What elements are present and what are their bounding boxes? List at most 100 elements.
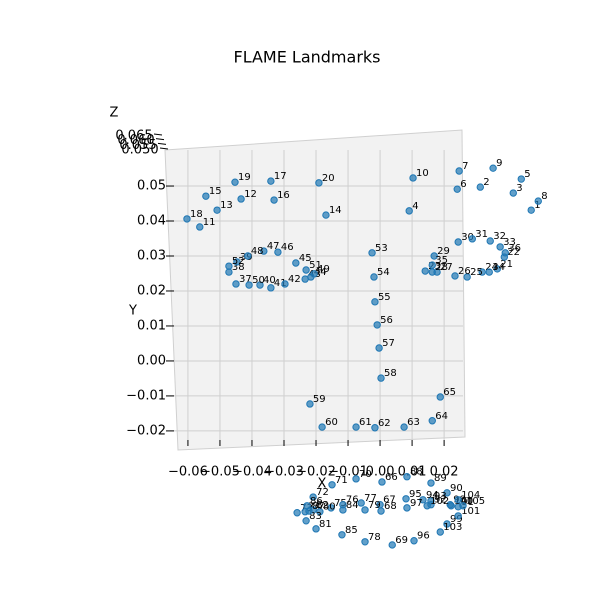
point-label: 20 [322, 173, 335, 184]
y-tick-label: 0.03 [137, 248, 166, 263]
point [371, 424, 379, 432]
point [292, 259, 300, 267]
point [281, 280, 289, 288]
point [183, 215, 191, 223]
point [371, 298, 379, 306]
point [274, 248, 282, 256]
point [231, 178, 239, 186]
z-tick [159, 147, 169, 150]
point-label: 19 [238, 172, 251, 183]
point-label: 102 [430, 496, 449, 507]
point [534, 197, 542, 205]
point [459, 502, 467, 510]
point [237, 195, 245, 203]
point [403, 504, 411, 512]
point [302, 266, 310, 274]
point [378, 478, 386, 486]
point [493, 265, 501, 273]
point [403, 473, 411, 481]
point [328, 481, 336, 489]
point [410, 537, 418, 545]
point [468, 235, 476, 243]
point [454, 496, 462, 504]
point-label: 31 [475, 229, 488, 240]
y-tick-label: −0.01 [126, 388, 166, 403]
point [327, 504, 335, 512]
z-tick-label: 0.065 [115, 129, 152, 144]
point [454, 238, 462, 246]
point [478, 268, 486, 276]
point-label: 50 [252, 275, 265, 286]
point-label: 33 [503, 237, 516, 248]
point-label: 9 [496, 158, 502, 169]
point-label: 53 [375, 243, 388, 254]
point [428, 268, 436, 276]
point [427, 479, 435, 487]
point [312, 525, 320, 533]
point-label: 79 [368, 500, 381, 511]
point-label: 55 [378, 292, 391, 303]
x-tick-label: −0.05 [200, 465, 240, 480]
point-label: 81 [319, 519, 332, 530]
point [244, 252, 252, 260]
point-label: 60 [325, 417, 338, 428]
point [293, 509, 301, 517]
point-label: 67 [383, 495, 396, 506]
point-label: 15 [209, 186, 222, 197]
point-label: 49 [317, 264, 330, 275]
point-label: 92 [434, 495, 447, 506]
point-label: 44 [314, 267, 327, 278]
point [310, 270, 318, 278]
point-label: 104 [461, 490, 480, 501]
point [436, 528, 444, 536]
y-axis-label: Y [128, 304, 137, 319]
point [485, 268, 493, 276]
point-label: 61 [359, 417, 372, 428]
point-label: 6 [460, 179, 466, 190]
point-label: 52 [232, 256, 245, 267]
point [443, 489, 451, 497]
point [322, 211, 330, 219]
point-label: 8 [541, 191, 547, 202]
point [316, 508, 324, 516]
point-label: 93 [434, 491, 447, 502]
point [430, 252, 438, 260]
point-label: 88 [410, 467, 423, 478]
point [476, 183, 484, 191]
point [463, 273, 471, 281]
point-label: 4 [412, 201, 418, 212]
z-tick [157, 142, 167, 145]
z-axis-label: Z [110, 106, 119, 121]
point-label: 66 [385, 472, 398, 483]
point-label: 5 [524, 169, 530, 180]
point-label: 101 [461, 506, 480, 517]
point [455, 167, 463, 175]
z-tick [155, 138, 165, 141]
point [225, 262, 233, 270]
point-label: 96 [417, 531, 430, 542]
point-label: 7 [462, 161, 468, 172]
point [428, 261, 436, 269]
point-label: 64 [435, 411, 448, 422]
point-label: 76 [346, 495, 359, 506]
point-label: 30 [461, 232, 474, 243]
point-label: 17 [274, 171, 287, 182]
point-label: 54 [377, 267, 390, 278]
point-label: 26 [458, 266, 471, 277]
x-tick-label: −0.02 [296, 465, 336, 480]
x-tick-label: −0.04 [232, 465, 272, 480]
y-tick-label: −0.02 [126, 423, 166, 438]
point [357, 499, 365, 507]
point-label: 103 [443, 522, 462, 533]
point [305, 507, 313, 515]
point [267, 284, 275, 292]
point [423, 502, 431, 510]
point [302, 517, 310, 525]
point [419, 496, 427, 504]
point [402, 495, 410, 503]
point-label: 105 [466, 496, 485, 507]
point [361, 506, 369, 514]
z-tick-label: 0.055 [119, 138, 156, 153]
point [409, 174, 417, 182]
